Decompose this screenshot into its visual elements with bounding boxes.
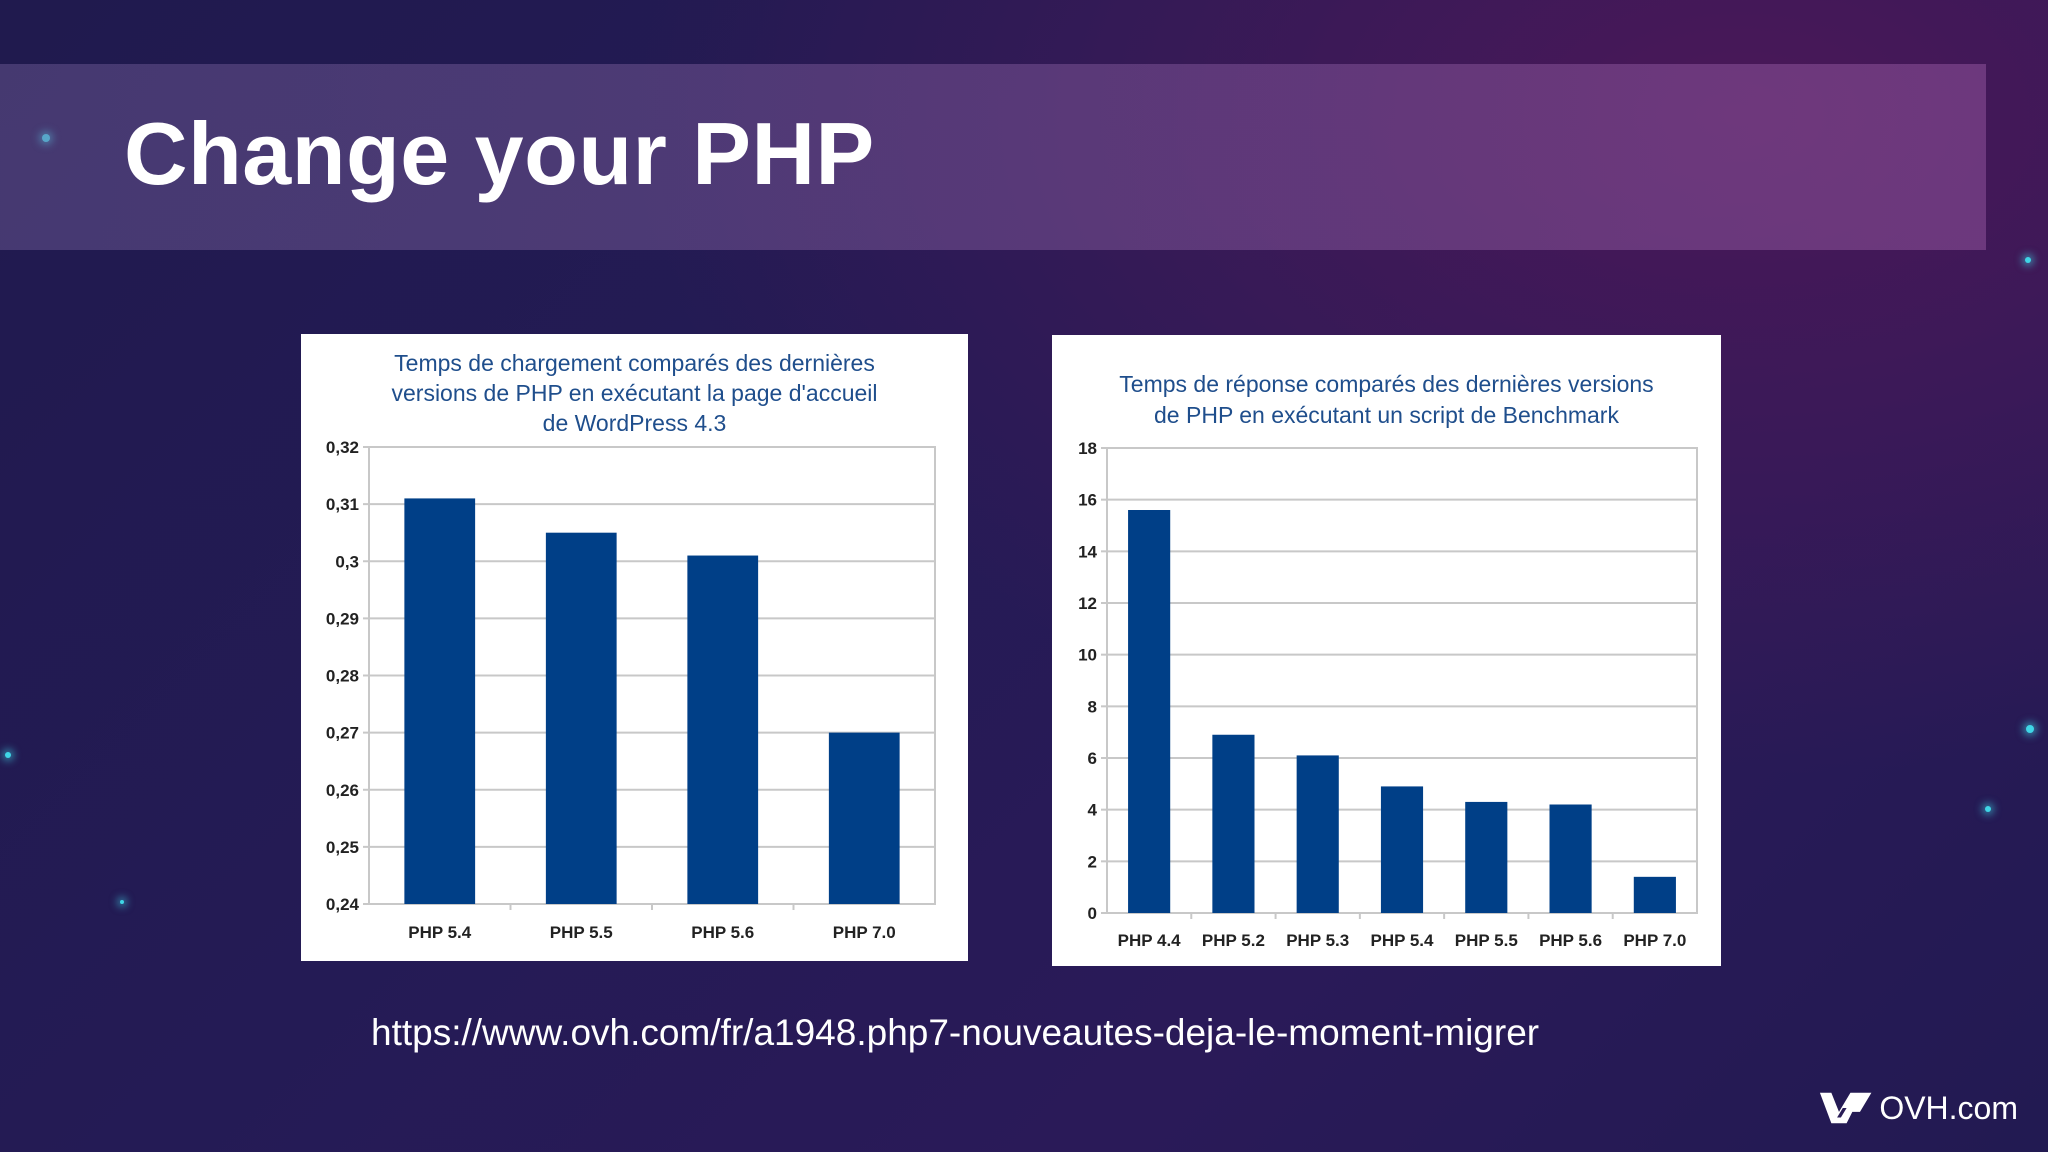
particle-dot [2026,725,2034,733]
chart-title-line: Temps de réponse comparés des dernières … [1119,371,1653,397]
x-tick-label: PHP 5.4 [1370,931,1434,950]
y-tick-label: 16 [1078,491,1097,510]
chart-title-line: de WordPress 4.3 [543,410,727,436]
chart-title-line: Temps de chargement comparés des dernièr… [394,350,875,376]
x-tick-label: PHP 5.5 [1455,931,1518,950]
y-tick-label: 0,29 [326,609,359,628]
bar [1212,734,1255,913]
x-tick-label: PHP 5.4 [408,923,472,942]
ovh-logo-text: OVH.com [1879,1089,2018,1126]
y-tick-label: 0,25 [326,838,359,857]
page-title: Change your PHP [124,104,875,203]
bar [404,498,476,904]
bar [545,532,617,904]
y-tick-label: 0,31 [326,495,359,514]
y-tick-label: 12 [1078,594,1097,613]
x-tick-label: PHP 5.5 [550,923,613,942]
y-tick-label: 0,24 [326,895,360,914]
x-tick-label: PHP 4.4 [1118,931,1182,950]
bar [1128,510,1171,913]
y-tick-label: 0,28 [326,667,359,686]
x-tick-label: PHP 7.0 [1623,931,1686,950]
chart-panel-benchmark: Temps de réponse comparés des dernières … [1052,335,1721,966]
y-tick-label: 4 [1088,801,1098,820]
chart-title-line: versions de PHP en exécutant la page d'a… [392,380,878,406]
particle-dot [42,134,50,142]
y-tick-label: 0,26 [326,781,359,800]
bar [1380,786,1424,913]
x-tick-label: PHP 5.6 [691,923,754,942]
y-tick-label: 10 [1078,646,1097,665]
y-tick-label: 2 [1088,852,1097,871]
y-tick-label: 0 [1088,904,1097,923]
x-tick-label: PHP 5.3 [1286,931,1349,950]
particle-dot [120,900,124,904]
source-url: https://www.ovh.com/fr/a1948.php7-nouvea… [371,1012,1540,1053]
bar [1296,755,1339,913]
chart-benchmark-response-time: Temps de réponse comparés des dernières … [1078,371,1698,950]
ovh-logo-icon [1819,1092,1872,1124]
particle-dot [1985,806,1991,812]
title-band [0,64,1986,250]
bar [1549,804,1592,913]
chart-title-line: de PHP en exécutant un script de Benchma… [1154,402,1619,428]
bar [1633,876,1676,913]
particle-dot [2025,257,2031,263]
chart-wordpress-load-time: Temps de chargement comparés des dernièr… [326,350,936,942]
particle-dot [5,752,11,758]
y-tick-label: 0,3 [335,552,359,571]
y-tick-label: 0,27 [326,724,359,743]
bar [1465,801,1508,913]
bar [828,732,900,904]
y-tick-label: 6 [1088,749,1097,768]
bar [687,555,759,904]
x-tick-label: PHP 7.0 [833,923,896,942]
chart-panel-wordpress: Temps de chargement comparés des dernièr… [301,334,968,961]
x-tick-label: PHP 5.6 [1539,931,1602,950]
y-tick-label: 18 [1078,439,1097,458]
y-tick-label: 14 [1078,542,1097,561]
y-tick-label: 0,32 [326,438,359,457]
x-tick-label: PHP 5.2 [1202,931,1265,950]
y-tick-label: 8 [1088,697,1097,716]
ovh-logo: OVH.com [1818,1086,2018,1130]
